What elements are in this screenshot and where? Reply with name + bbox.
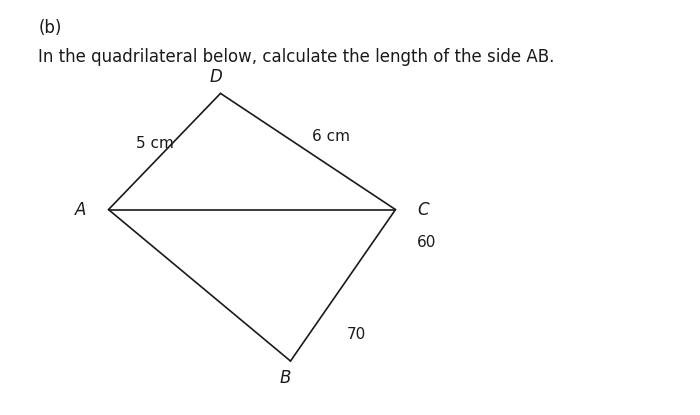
Text: In the quadrilateral below, calculate the length of the side AB.: In the quadrilateral below, calculate th… [38, 48, 555, 66]
Text: (b): (b) [38, 19, 62, 37]
Text: C: C [418, 200, 429, 219]
Text: 6 cm: 6 cm [312, 129, 349, 144]
Text: D: D [209, 68, 222, 86]
Text: B: B [280, 369, 291, 387]
Text: 5 cm: 5 cm [136, 136, 174, 151]
Text: 70: 70 [346, 327, 365, 342]
Text: 60: 60 [416, 235, 436, 250]
Text: A: A [75, 200, 86, 219]
